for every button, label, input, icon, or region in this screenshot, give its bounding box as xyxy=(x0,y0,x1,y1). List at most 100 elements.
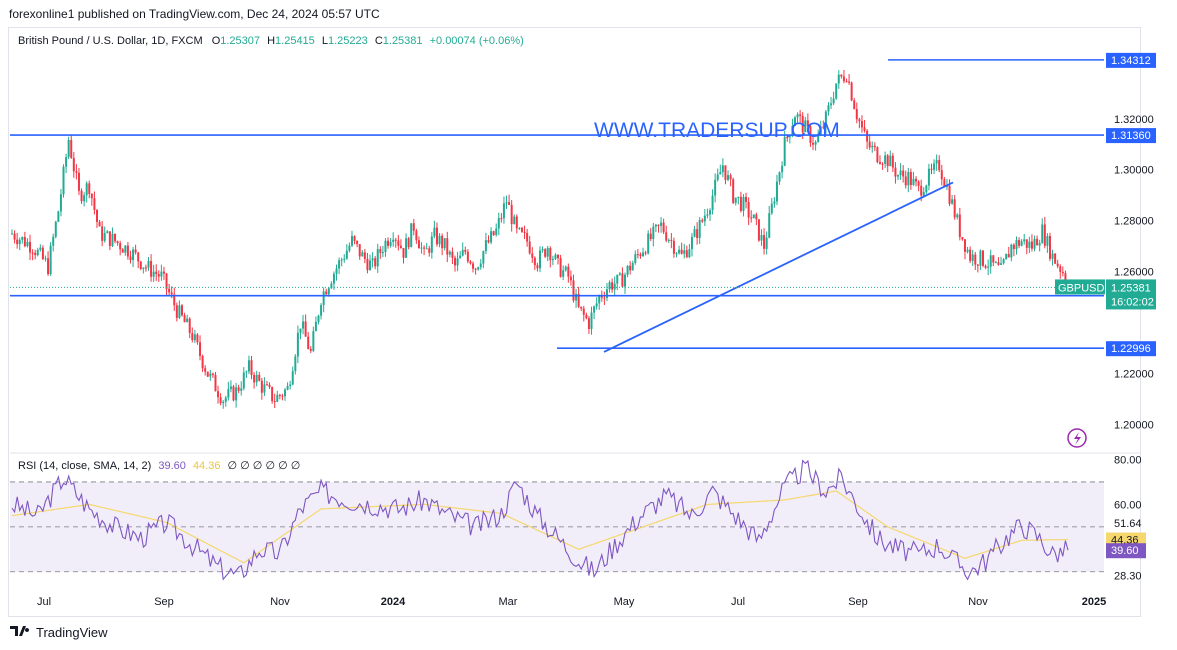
candle-body xyxy=(515,216,518,229)
candle-body xyxy=(629,265,632,271)
candle-body xyxy=(36,249,39,256)
candle-body xyxy=(848,81,851,83)
candle-body xyxy=(982,250,985,266)
candle-body xyxy=(690,236,693,250)
candle-body xyxy=(278,394,281,396)
candle-body xyxy=(88,183,91,194)
candle-body xyxy=(662,222,665,233)
candle-body xyxy=(572,280,575,301)
candle-body xyxy=(186,318,189,323)
candle-body xyxy=(894,167,897,177)
candle-body xyxy=(868,141,871,148)
candle-body xyxy=(258,374,261,381)
candle-body xyxy=(268,384,271,388)
close-label: C xyxy=(374,35,383,47)
rsi-sma-line xyxy=(11,490,1069,564)
hidden-eye-icons[interactable]: ∅ ∅ ∅ ∅ ∅ ∅ xyxy=(227,460,301,472)
candle-body xyxy=(204,368,207,372)
candle-body xyxy=(930,168,933,170)
candle-body xyxy=(564,266,567,271)
candle-body xyxy=(618,273,621,275)
candle-body xyxy=(938,160,941,171)
candle-body xyxy=(484,240,487,252)
candle-body xyxy=(992,255,995,263)
time-axis-label: 2025 xyxy=(1082,596,1106,608)
candle-body xyxy=(309,348,312,351)
candle-body xyxy=(1012,244,1015,250)
candle-body xyxy=(1030,241,1033,249)
rsi-level-label: 51.64 xyxy=(1114,518,1142,530)
candle-body xyxy=(116,241,119,243)
candle-body xyxy=(103,233,106,241)
candle-body xyxy=(425,248,428,250)
candle-body xyxy=(371,258,374,261)
candle-body xyxy=(513,216,516,225)
candle-body xyxy=(227,389,230,398)
candle-body xyxy=(724,165,727,180)
countdown-label: 16:02:02 xyxy=(1111,296,1154,308)
candle-body xyxy=(801,115,804,133)
candle-body xyxy=(490,231,493,243)
candle-body xyxy=(714,179,717,196)
candle-body xyxy=(178,305,181,318)
candle-body xyxy=(917,181,920,186)
candle-body xyxy=(523,231,526,234)
candle-body xyxy=(1036,238,1039,246)
candle-body xyxy=(536,265,539,269)
candle-body xyxy=(768,213,771,238)
footer-brand[interactable]: TradingView xyxy=(36,625,108,640)
candle-body xyxy=(891,155,894,168)
candle-body xyxy=(822,126,825,128)
candle-body xyxy=(361,252,364,257)
candle-body xyxy=(67,140,70,158)
candle-body xyxy=(889,155,892,167)
candle-body xyxy=(569,276,572,281)
candle-body xyxy=(454,257,457,266)
candle-body xyxy=(897,175,900,177)
candle-body xyxy=(719,172,722,175)
level-price-label: 1.34312 xyxy=(1111,55,1151,67)
candle-body xyxy=(701,220,704,222)
candle-body xyxy=(580,306,583,309)
candle-body xyxy=(65,157,68,167)
tradingview-logo-icon[interactable] xyxy=(10,624,32,641)
candle-body xyxy=(639,254,642,257)
candle-body xyxy=(876,147,879,163)
candle-body xyxy=(39,247,42,250)
candle-body xyxy=(858,119,861,122)
candle-body xyxy=(830,103,833,106)
candle-body xyxy=(160,271,163,277)
rsi-line xyxy=(11,459,1069,581)
candle-body xyxy=(765,237,768,249)
price-tick-label: 1.30000 xyxy=(1114,165,1154,177)
candle-body xyxy=(984,265,987,268)
candle-body xyxy=(660,222,663,226)
candle-body xyxy=(260,380,263,393)
candle-body xyxy=(788,136,791,138)
candle-body xyxy=(1025,239,1028,248)
lightning-icon xyxy=(1067,428,1087,448)
candle-body xyxy=(909,172,912,186)
candle-body xyxy=(683,250,686,254)
candle-body xyxy=(134,249,137,253)
candle-body xyxy=(13,233,16,240)
candle-body xyxy=(502,203,505,219)
candle-body xyxy=(554,254,557,259)
candle-body xyxy=(850,82,853,101)
candle-body xyxy=(487,240,490,243)
rsi-tag xyxy=(1106,543,1146,559)
candle-body xyxy=(837,74,840,84)
candle-body xyxy=(387,240,390,246)
candle-body xyxy=(966,249,969,252)
candle-body xyxy=(595,303,598,307)
candle-body xyxy=(356,240,359,245)
high-value: 1.25415 xyxy=(275,35,315,47)
candle-body xyxy=(587,318,590,330)
candle-body xyxy=(111,233,114,246)
candle-body xyxy=(173,294,176,306)
symbol-tag-label: GBPUSD xyxy=(1058,282,1105,294)
candle-body xyxy=(448,251,451,255)
candle-body xyxy=(366,258,369,271)
candle-body xyxy=(593,306,596,313)
